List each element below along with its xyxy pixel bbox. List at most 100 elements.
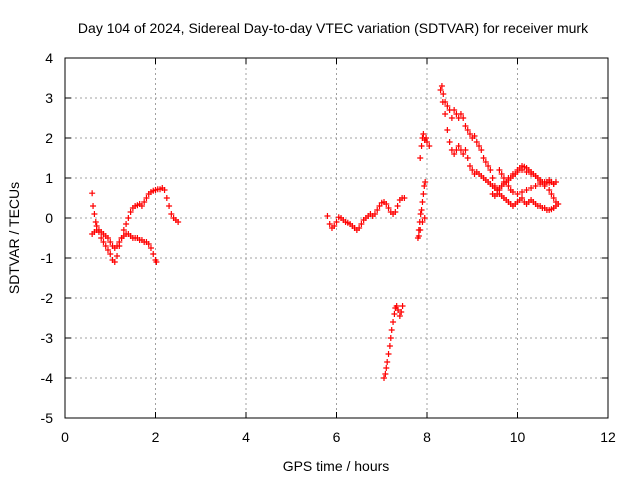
data-point — [494, 191, 501, 197]
data-points — [89, 83, 562, 381]
x-axis-title: GPS time / hours — [283, 458, 390, 474]
data-point — [387, 335, 394, 341]
data-point — [374, 207, 381, 213]
data-point — [438, 83, 445, 89]
x-tick-label: 10 — [510, 429, 526, 445]
data-point — [390, 319, 397, 325]
data-point — [161, 187, 168, 193]
data-point — [376, 203, 383, 209]
data-point — [324, 213, 331, 219]
axis-ticks — [64, 57, 609, 419]
data-point — [437, 87, 444, 93]
data-point — [537, 181, 544, 187]
data-point — [386, 343, 393, 349]
data-point — [421, 183, 428, 189]
data-point — [444, 127, 451, 133]
y-tick-label: 0 — [45, 210, 53, 226]
data-point — [496, 187, 503, 193]
data-point — [385, 205, 392, 211]
data-point — [420, 191, 427, 197]
data-point — [418, 143, 425, 149]
data-point — [417, 227, 424, 233]
data-point — [503, 179, 510, 185]
data-point — [168, 211, 175, 217]
data-point — [451, 151, 458, 157]
data-point — [519, 189, 526, 195]
data-point — [396, 313, 403, 319]
y-axis-title: SDTVAR / TECUs — [6, 182, 22, 294]
data-point — [394, 203, 401, 209]
data-point — [440, 91, 447, 97]
data-point — [550, 181, 557, 187]
data-point — [398, 309, 405, 315]
data-point — [464, 127, 471, 133]
data-point — [473, 139, 480, 145]
data-point — [145, 241, 152, 247]
x-tick-label: 4 — [242, 429, 250, 445]
data-point — [451, 107, 458, 113]
data-point — [382, 371, 389, 377]
data-point — [120, 227, 127, 233]
y-tick-label: 2 — [45, 130, 53, 146]
data-point — [514, 169, 521, 175]
data-point — [356, 225, 363, 231]
y-tick-label: -1 — [41, 250, 54, 266]
data-point — [505, 183, 512, 189]
data-point — [509, 171, 516, 177]
y-tick-label: 4 — [45, 50, 53, 66]
data-point — [460, 151, 467, 157]
data-point — [478, 147, 485, 153]
data-point — [469, 167, 476, 173]
data-point — [383, 201, 390, 207]
x-tick-label: 6 — [333, 429, 341, 445]
data-point — [127, 209, 134, 215]
data-point — [89, 190, 96, 197]
data-point — [496, 167, 503, 173]
data-point — [423, 135, 430, 141]
data-point — [460, 115, 467, 121]
y-tick-label: -3 — [41, 330, 54, 346]
data-point — [395, 307, 402, 313]
x-tick-label: 0 — [61, 429, 69, 445]
data-point — [381, 375, 388, 381]
data-point — [104, 235, 111, 241]
data-point — [489, 175, 496, 181]
data-point — [116, 239, 123, 245]
data-point — [442, 111, 449, 117]
y-tick-label: -4 — [41, 370, 54, 386]
data-point — [393, 303, 400, 309]
y-tick-label: -5 — [41, 410, 54, 426]
data-point — [102, 243, 109, 249]
data-point — [448, 115, 455, 121]
data-point — [383, 365, 390, 371]
data-point — [420, 131, 427, 137]
data-point — [385, 351, 392, 357]
data-point — [498, 171, 505, 177]
data-point — [439, 99, 446, 105]
data-point — [150, 251, 157, 257]
data-point — [401, 195, 408, 201]
y-tick-label: -2 — [41, 290, 54, 306]
data-point — [392, 209, 399, 215]
y-tick-label: 3 — [45, 90, 53, 106]
x-tick-label: 8 — [423, 429, 431, 445]
data-point — [509, 189, 516, 195]
data-point — [107, 239, 114, 245]
data-point — [415, 233, 422, 239]
data-point — [464, 155, 471, 161]
data-point — [466, 163, 473, 169]
data-point — [426, 143, 433, 149]
data-point — [514, 191, 521, 197]
data-point — [358, 221, 365, 227]
data-point — [388, 327, 395, 333]
y-tick-label: 1 — [45, 170, 53, 186]
data-point — [546, 179, 553, 186]
data-point — [419, 219, 426, 225]
data-point — [519, 195, 526, 201]
data-point — [444, 103, 451, 109]
data-point — [548, 191, 555, 197]
data-point — [455, 143, 462, 149]
data-point — [466, 131, 473, 137]
data-point — [541, 179, 548, 185]
data-point — [500, 175, 507, 181]
